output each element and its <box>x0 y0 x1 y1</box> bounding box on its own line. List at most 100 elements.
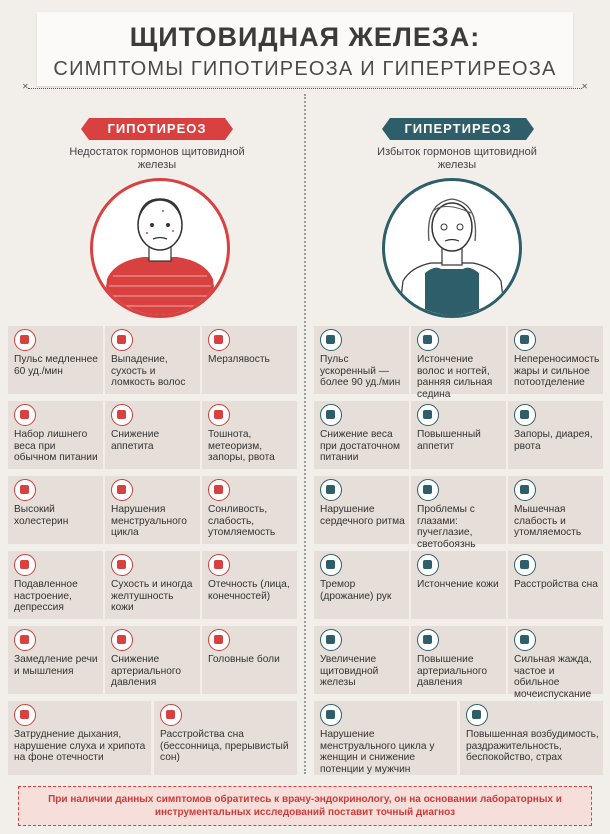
symptom-icon <box>14 704 36 726</box>
symptom-text: Высокий холестерин <box>14 504 69 527</box>
hyper-symptom-card: Запоры, диарея, рвота <box>508 401 603 469</box>
symptom-text: Сонливость, слабость, утомляемость <box>208 504 276 538</box>
hyper-symptom-card: Пульс ускоренный — более 90 уд./мин <box>314 326 409 394</box>
hypo-symptom-card: Сухость и иногда желтушность кожи <box>105 551 200 619</box>
symptom-icon <box>417 554 439 576</box>
symptom-icon <box>208 479 230 501</box>
hypo-symptom-card: Головные боли <box>202 626 297 694</box>
hypo-ribbon: ГИПОТИРЕОЗ <box>81 118 233 140</box>
symptom-text: Нарушение сердечного ритма <box>320 504 405 527</box>
hyper-symptom-card: Тремор (дрожание) рук <box>314 551 409 619</box>
hypo-description: Недостаток гормонов щитовидной железы <box>69 146 245 171</box>
hyper-symptom-card: Снижение веса при достаточном питании <box>314 401 409 469</box>
symptom-text: Повышенная возбудимость, раздражительнос… <box>466 729 599 763</box>
hyper-symptom-card: Повышенный аппетит <box>411 401 506 469</box>
symptom-text: Непереносимость жары и сильное потоотдел… <box>514 354 600 388</box>
hyper-symptom-card: Увеличение щитовидной железы <box>314 626 409 694</box>
symptom-text: Отечность (лица, конечностей) <box>208 579 290 602</box>
symptom-text: Расстройства сна <box>514 579 598 590</box>
hypo-person-illustration <box>90 178 230 318</box>
symptom-icon <box>14 404 36 426</box>
hypo-symptom-card: Подавленное настроение, депрессия <box>8 551 103 619</box>
symptom-text: Мерзлявость <box>208 354 270 365</box>
symptom-text: Истончение кожи <box>417 579 499 590</box>
hypo-symptom-card: Расстройства сна (бессонница, прерывисты… <box>154 701 297 775</box>
hypo-symptom-card: Пульс медленнее 60 уд./мин <box>8 326 103 394</box>
hypo-symptom-card: Сонливость, слабость, утомляемость <box>202 476 297 544</box>
hypo-symptom-card: Высокий холестерин <box>8 476 103 544</box>
symptom-icon <box>514 554 536 576</box>
hypo-symptom-card: Затруднение дыхания, нарушение слуха и х… <box>8 701 151 775</box>
symptom-icon <box>514 329 536 351</box>
symptom-icon <box>111 404 133 426</box>
hyper-ribbon: ГИПЕРТИРЕОЗ <box>382 118 534 140</box>
symptom-text: Пульс медленнее 60 уд./мин <box>14 354 98 377</box>
hypo-symptom-card: Мерзлявость <box>202 326 297 394</box>
symptom-icon <box>417 329 439 351</box>
hyper-symptom-card: Нарушение сердечного ритма <box>314 476 409 544</box>
hyper-symptom-card: Расстройства сна <box>508 551 603 619</box>
symptom-text: Пульс ускоренный — более 90 уд./мин <box>320 354 401 388</box>
symptom-text: Расстройства сна (бессонница, прерывисты… <box>160 729 289 763</box>
symptom-icon <box>208 554 230 576</box>
symptom-text: Выпадение, сухость и ломкость волос <box>111 354 186 388</box>
symptom-text: Замедление речи и мышления <box>14 654 98 677</box>
hypo-symptom-card: Замедление речи и мышления <box>8 626 103 694</box>
symptom-icon <box>514 479 536 501</box>
hyper-symptom-card: Мышечная слабость и утомляемость <box>508 476 603 544</box>
center-divider <box>304 94 306 774</box>
symptom-icon <box>111 479 133 501</box>
symptom-icon <box>160 704 182 726</box>
hypo-symptom-card: Выпадение, сухость и ломкость волос <box>105 326 200 394</box>
symptom-icon <box>208 629 230 651</box>
symptom-text: Снижение веса при достаточном питании <box>320 429 400 463</box>
symptom-icon <box>14 479 36 501</box>
hyper-symptom-card: Повышенная возбудимость, раздражительнос… <box>460 701 603 775</box>
symptom-text: Затруднение дыхания, нарушение слуха и х… <box>14 729 146 763</box>
symptom-text: Нарушения менструального цикла <box>111 504 187 538</box>
hyper-symptom-card: Истончение кожи <box>411 551 506 619</box>
symptom-text: Подавленное настроение, депрессия <box>14 579 78 613</box>
hyper-symptom-card: Сильная жажда, частое и обильное мочеисп… <box>508 626 603 700</box>
symptom-icon <box>417 629 439 651</box>
symptom-icon <box>208 404 230 426</box>
symptom-text: Снижение артериального давления <box>111 654 182 688</box>
symptom-icon <box>417 404 439 426</box>
symptom-text: Повышенный аппетит <box>417 429 481 452</box>
symptom-icon <box>14 554 36 576</box>
hyper-symptom-card: Нарушение менструального цикла у женщин … <box>314 701 457 775</box>
symptom-text: Увеличение щитовидной железы <box>320 654 379 688</box>
symptom-icon <box>320 629 342 651</box>
symptom-text: Сухость и иногда желтушность кожи <box>111 579 193 613</box>
symptom-text: Тремор (дрожание) рук <box>320 579 392 602</box>
symptom-icon <box>514 404 536 426</box>
footer-note: При наличии данных симптомов обратитесь … <box>18 786 592 826</box>
symptom-icon <box>320 329 342 351</box>
hypo-symptom-card: Снижение артериального давления <box>105 626 200 694</box>
symptom-icon <box>320 404 342 426</box>
hypo-symptom-card: Тошнота, метеоризм, запоры, рвота <box>202 401 297 469</box>
symptom-icon <box>320 704 342 726</box>
page-title: ЩИТОВИДНАЯ ЖЕЛЕЗА: <box>129 22 481 52</box>
header-banner: ЩИТОВИДНАЯ ЖЕЛЕЗА: СИМПТОМЫ ГИПОТИРЕОЗА … <box>37 12 573 86</box>
hypo-symptom-card: Снижение аппетита <box>105 401 200 469</box>
hypo-symptom-card: Набор лишнего веса при обычном питании <box>8 401 103 469</box>
symptom-icon <box>320 554 342 576</box>
symptom-text: Запоры, диарея, рвота <box>514 429 593 452</box>
hyper-description: Избыток гормонов щитовидной железы <box>377 146 537 171</box>
hyper-symptom-card: Непереносимость жары и сильное потоотдел… <box>508 326 603 394</box>
symptom-icon <box>208 329 230 351</box>
symptom-text: Проблемы с глазами: пучеглазие, светобоя… <box>417 504 476 550</box>
hypo-symptom-card: Отечность (лица, конечностей) <box>202 551 297 619</box>
symptom-icon <box>111 629 133 651</box>
symptom-text: Нарушение менструального цикла у женщин … <box>320 729 435 775</box>
symptom-icon <box>417 479 439 501</box>
symptom-text: Набор лишнего веса при обычном питании <box>14 429 98 463</box>
symptom-icon <box>111 329 133 351</box>
symptom-text: Тошнота, метеоризм, запоры, рвота <box>208 429 275 463</box>
symptom-icon <box>14 629 36 651</box>
hyper-symptom-card: Истончение волос и ногтей, ранняя сильна… <box>411 326 506 400</box>
symptom-icon <box>466 704 488 726</box>
symptom-text: Сильная жажда, частое и обильное мочеисп… <box>514 654 592 700</box>
hyper-person-illustration <box>382 178 522 318</box>
